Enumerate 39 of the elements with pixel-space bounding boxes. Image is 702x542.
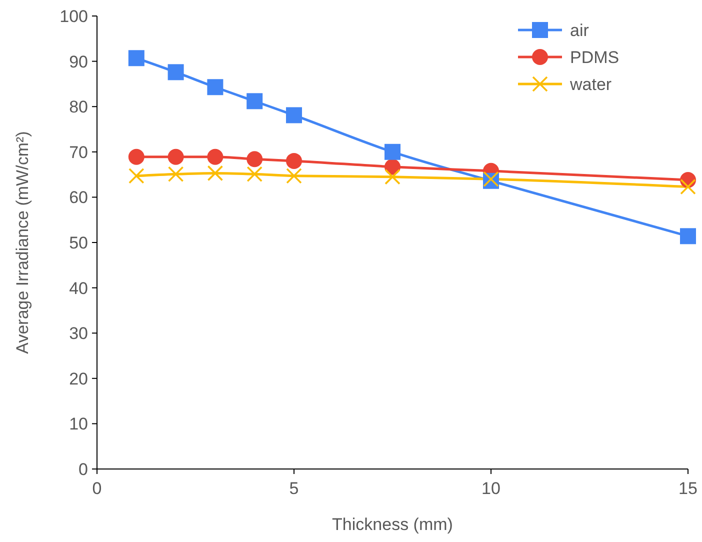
point — [128, 168, 144, 184]
point — [128, 148, 144, 165]
y-tick-label: 30 — [69, 324, 88, 344]
point — [207, 148, 224, 165]
point — [286, 168, 302, 184]
x-tick-label: 15 — [678, 479, 698, 498]
legend-label: water — [569, 74, 612, 94]
point — [246, 93, 263, 110]
x-tick-label: 5 — [289, 479, 299, 498]
y-axis-title: Average Irradiance (mW/cm²) — [13, 131, 32, 354]
point — [246, 166, 262, 182]
legend-label: PDMS — [570, 48, 620, 67]
point — [168, 64, 184, 80]
y-tick-label: 70 — [69, 142, 88, 162]
x-tick-label: 10 — [482, 479, 500, 498]
y-tick-label: 0 — [78, 460, 88, 479]
x-tick-label: 0 — [92, 479, 102, 498]
point — [384, 144, 400, 160]
y-tick-label: 100 — [60, 6, 88, 26]
point — [128, 50, 144, 66]
y-tick-label: 50 — [69, 233, 88, 252]
point — [286, 107, 302, 124]
point — [207, 165, 224, 182]
y-tick-label: 20 — [69, 369, 88, 388]
point — [384, 168, 400, 185]
y-tick-label: 60 — [69, 188, 88, 208]
y-tick-label: 40 — [69, 278, 88, 298]
y-tick-label: 90 — [69, 52, 88, 72]
point — [207, 79, 224, 96]
point — [286, 152, 302, 169]
point — [246, 151, 263, 168]
point — [680, 228, 696, 244]
y-tick-label: 10 — [69, 414, 88, 434]
legend-label: air — [570, 20, 590, 40]
point — [680, 178, 696, 195]
x-axis-title: Thickness (mm) — [332, 515, 453, 534]
point — [168, 148, 184, 165]
y-tick-label: 80 — [69, 98, 88, 117]
point — [168, 166, 184, 182]
